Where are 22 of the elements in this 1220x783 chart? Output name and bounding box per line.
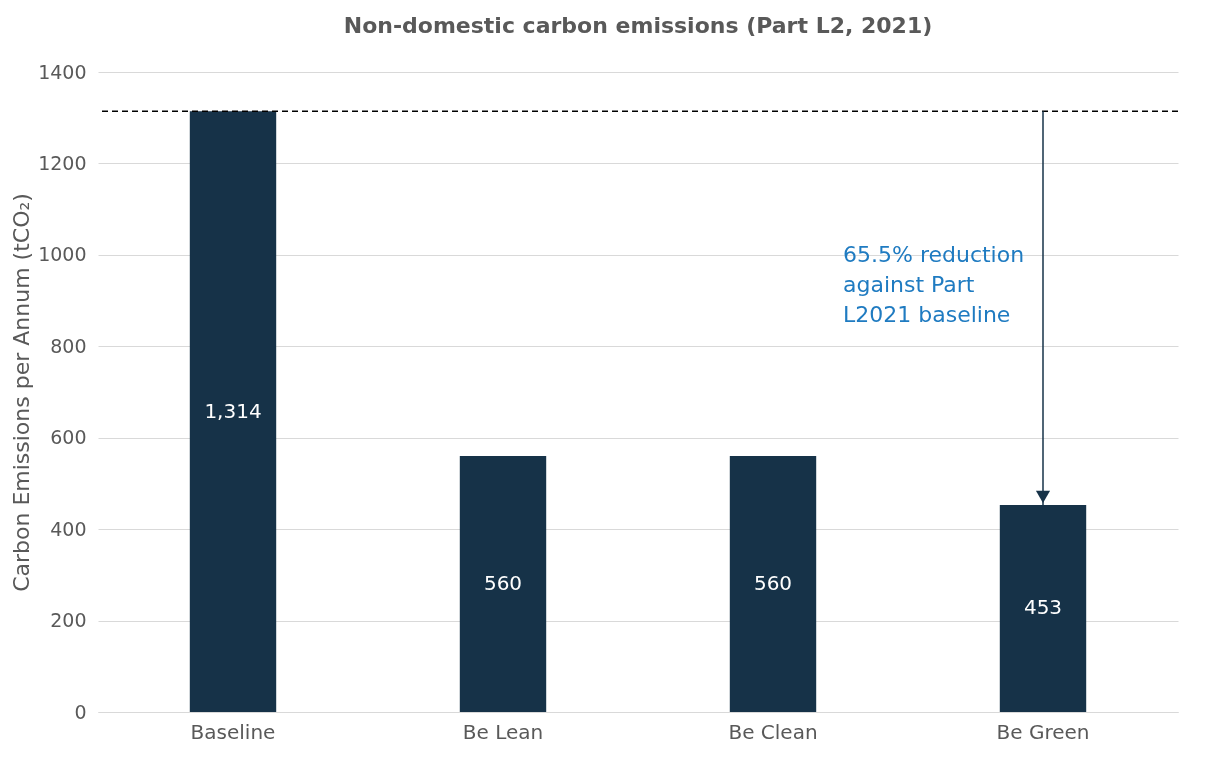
data-label: 1,314	[204, 398, 262, 423]
x-tick-label: Be Clean	[728, 719, 818, 744]
x-tick-label: Baseline	[190, 719, 276, 744]
bar	[729, 456, 817, 712]
y-tick-label: 200	[50, 609, 87, 632]
x-tick-label: Be Lean	[462, 719, 544, 744]
y-tick-label: 1000	[38, 243, 87, 266]
bar	[189, 111, 277, 712]
y-axis-title: Carbon Emissions per Annum (tCO₂)	[9, 193, 35, 592]
x-tick-label: Be Green	[996, 719, 1090, 744]
annotation: 65.5% reduction against Part L2021 baseline	[843, 241, 1025, 327]
bar	[459, 456, 547, 712]
chart-title: Non-domestic carbon emissions (Part L2, 2021)	[343, 13, 933, 38]
data-label: 453	[1023, 595, 1063, 620]
y-tick-label: 1400	[38, 60, 87, 83]
y-tick-label: 600	[50, 426, 87, 449]
y-tick-label: 400	[50, 517, 87, 540]
y-tick-label: 1200	[38, 151, 87, 174]
y-tick-label: 800	[50, 334, 87, 357]
data-label: 560	[753, 571, 793, 595]
data-label: 560	[483, 571, 523, 595]
y-tick-label: 0	[74, 700, 87, 723]
